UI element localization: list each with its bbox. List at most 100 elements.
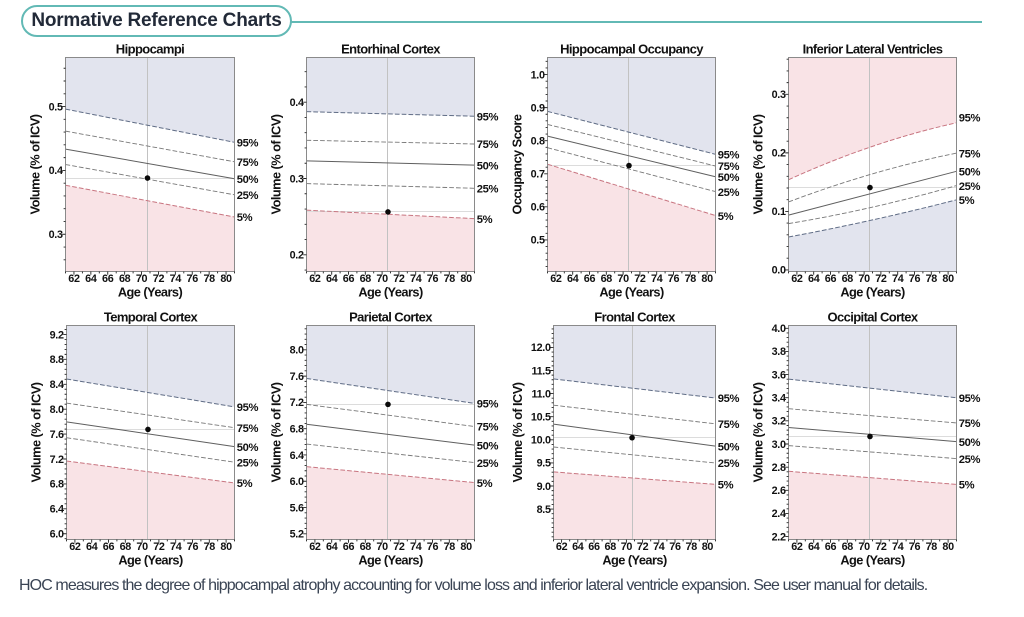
svg-text:12.0: 12.0 <box>531 342 551 354</box>
svg-text:0.2: 0.2 <box>772 148 786 160</box>
svg-text:76: 76 <box>669 541 681 553</box>
svg-text:50%: 50% <box>477 440 499 452</box>
svg-text:78: 78 <box>685 541 697 553</box>
svg-text:64: 64 <box>326 541 338 553</box>
svg-text:0.3: 0.3 <box>290 173 304 185</box>
svg-text:75%: 75% <box>959 418 981 430</box>
svg-text:0.3: 0.3 <box>49 229 63 241</box>
svg-text:3.0: 3.0 <box>772 439 786 451</box>
svg-text:66: 66 <box>588 541 600 553</box>
svg-text:Age (Years): Age (Years) <box>840 285 905 300</box>
svg-text:50%: 50% <box>959 167 981 179</box>
svg-text:8.4: 8.4 <box>50 379 64 391</box>
svg-text:Volume (% of ICV): Volume (% of ICV) <box>751 114 766 214</box>
svg-text:80: 80 <box>942 541 954 553</box>
svg-text:66: 66 <box>102 273 114 285</box>
svg-text:0.8: 0.8 <box>531 136 545 148</box>
svg-text:95%: 95% <box>237 402 259 414</box>
svg-text:68: 68 <box>842 541 854 553</box>
svg-text:76: 76 <box>909 273 921 285</box>
svg-text:66: 66 <box>343 273 355 285</box>
svg-text:74: 74 <box>892 273 904 285</box>
svg-text:7.2: 7.2 <box>290 397 304 409</box>
svg-text:25%: 25% <box>959 181 981 193</box>
svg-text:66: 66 <box>584 273 596 285</box>
svg-text:70: 70 <box>376 273 388 285</box>
svg-text:95%: 95% <box>718 150 740 162</box>
svg-text:5%: 5% <box>959 480 975 492</box>
svg-text:5.2: 5.2 <box>290 529 304 541</box>
svg-text:70: 70 <box>621 541 633 553</box>
svg-text:5%: 5% <box>959 195 975 207</box>
svg-text:72: 72 <box>153 541 165 553</box>
svg-text:1.0: 1.0 <box>531 69 545 81</box>
svg-text:70: 70 <box>858 273 870 285</box>
svg-text:66: 66 <box>825 273 837 285</box>
svg-text:75%: 75% <box>718 161 740 173</box>
svg-text:72: 72 <box>875 273 887 285</box>
svg-text:25%: 25% <box>959 454 981 466</box>
svg-text:74: 74 <box>410 541 422 553</box>
svg-text:95%: 95% <box>959 113 981 125</box>
svg-text:78: 78 <box>685 273 697 285</box>
svg-text:10.0: 10.0 <box>531 435 551 447</box>
svg-text:5%: 5% <box>237 212 253 224</box>
svg-text:80: 80 <box>220 541 232 553</box>
svg-text:70: 70 <box>858 541 870 553</box>
svg-text:2.6: 2.6 <box>772 485 786 497</box>
svg-text:76: 76 <box>427 273 439 285</box>
svg-text:80: 80 <box>220 273 232 285</box>
svg-text:Age (Years): Age (Years) <box>358 553 423 568</box>
svg-text:75%: 75% <box>237 423 259 435</box>
svg-text:9.5: 9.5 <box>537 458 551 470</box>
svg-text:Volume (% of ICV): Volume (% of ICV) <box>510 382 525 482</box>
svg-text:66: 66 <box>825 541 837 553</box>
svg-text:74: 74 <box>892 541 904 553</box>
svg-text:Hippocampi: Hippocampi <box>116 42 184 57</box>
svg-text:68: 68 <box>360 541 372 553</box>
svg-text:64: 64 <box>85 273 97 285</box>
svg-text:80: 80 <box>942 273 954 285</box>
svg-text:66: 66 <box>343 541 355 553</box>
svg-text:78: 78 <box>444 541 456 553</box>
svg-text:25%: 25% <box>718 458 740 470</box>
svg-text:68: 68 <box>360 273 372 285</box>
svg-text:8.0: 8.0 <box>290 345 304 357</box>
svg-text:75%: 75% <box>477 422 499 434</box>
svg-text:95%: 95% <box>477 399 499 411</box>
svg-text:6.8: 6.8 <box>50 479 64 491</box>
svg-text:50%: 50% <box>477 160 499 172</box>
svg-text:72: 72 <box>634 273 646 285</box>
svg-text:Volume (% of ICV): Volume (% of ICV) <box>29 382 44 482</box>
svg-text:0.4: 0.4 <box>49 165 63 177</box>
svg-text:Volume (% of ICV): Volume (% of ICV) <box>751 382 766 482</box>
svg-text:50%: 50% <box>237 442 259 454</box>
svg-text:0.0: 0.0 <box>772 265 786 277</box>
svg-text:62: 62 <box>550 273 562 285</box>
svg-text:68: 68 <box>119 273 131 285</box>
svg-text:6.4: 6.4 <box>290 450 304 462</box>
svg-text:25%: 25% <box>477 183 499 195</box>
svg-text:5%: 5% <box>718 480 734 492</box>
svg-text:Volume (% of ICV): Volume (% of ICV) <box>269 382 284 482</box>
svg-text:25%: 25% <box>237 190 259 202</box>
svg-text:7.2: 7.2 <box>50 454 64 466</box>
svg-text:2.8: 2.8 <box>772 462 786 474</box>
svg-text:80: 80 <box>460 273 472 285</box>
svg-text:72: 72 <box>637 541 649 553</box>
svg-text:95%: 95% <box>237 138 259 150</box>
svg-text:62: 62 <box>556 541 568 553</box>
svg-text:3.4: 3.4 <box>772 393 786 405</box>
svg-text:4.0: 4.0 <box>772 323 786 335</box>
svg-text:Age (Years): Age (Years) <box>118 285 183 300</box>
svg-text:78: 78 <box>926 541 938 553</box>
svg-text:Volume (% of ICV): Volume (% of ICV) <box>269 114 284 214</box>
svg-text:72: 72 <box>875 541 887 553</box>
svg-text:95%: 95% <box>959 393 981 405</box>
svg-text:8.8: 8.8 <box>50 354 64 366</box>
svg-text:0.5: 0.5 <box>531 235 545 247</box>
svg-text:76: 76 <box>668 273 680 285</box>
svg-text:74: 74 <box>651 273 663 285</box>
svg-text:0.7: 0.7 <box>531 169 545 181</box>
svg-text:78: 78 <box>204 541 216 553</box>
